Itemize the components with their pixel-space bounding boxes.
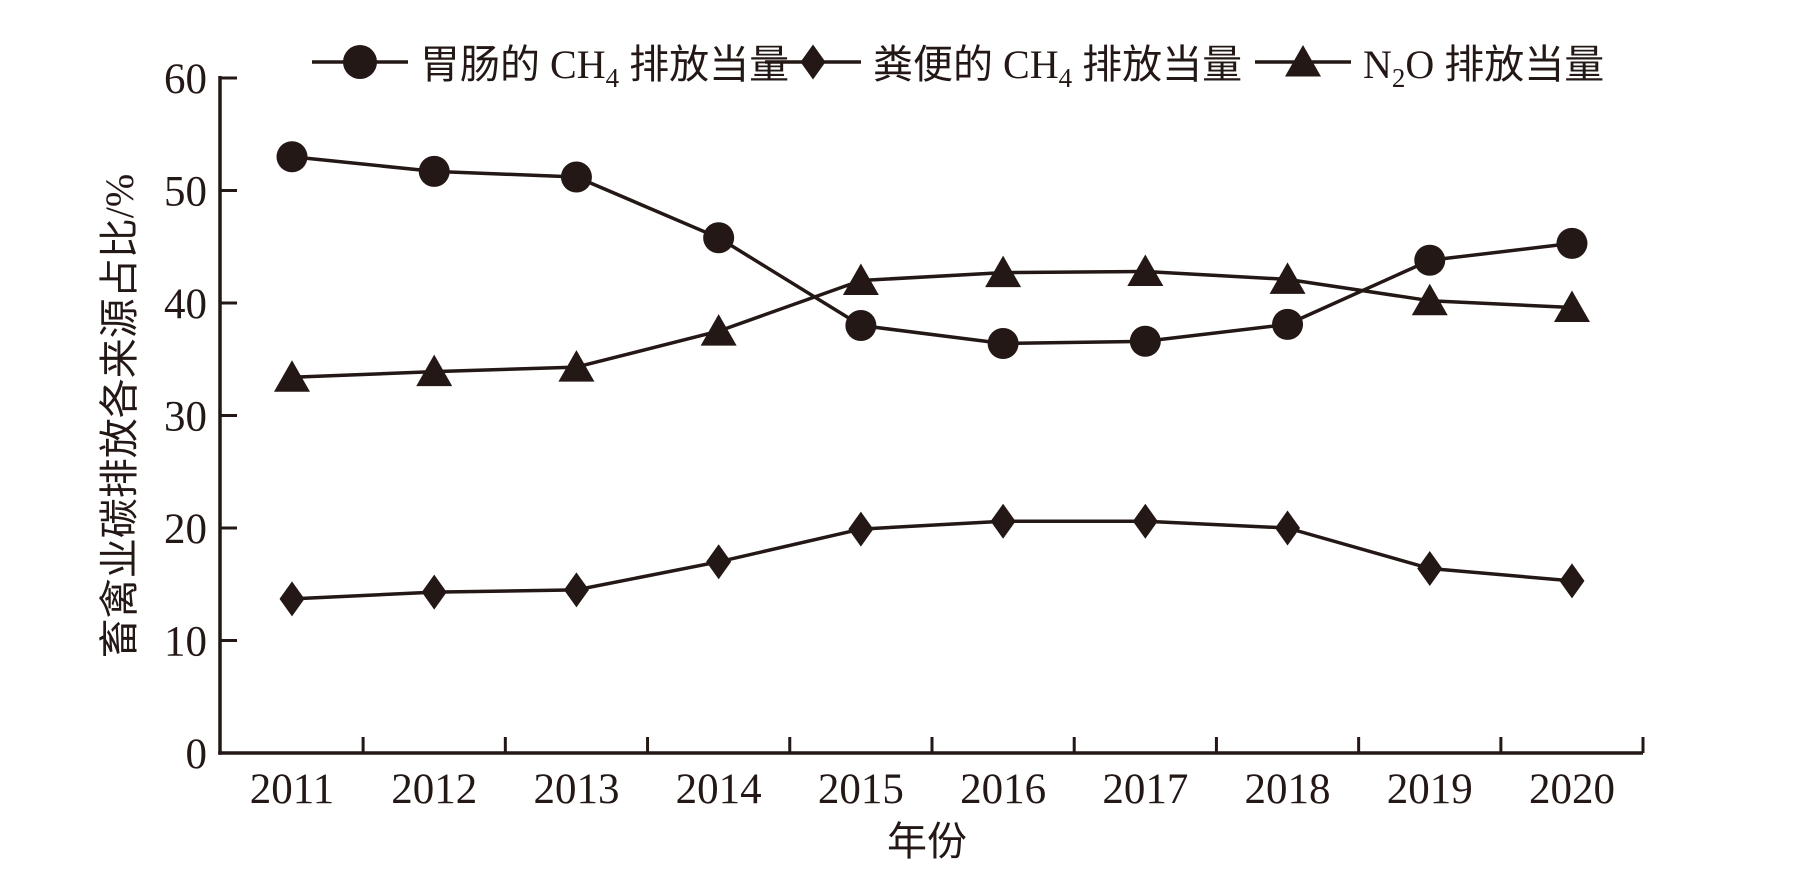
triangle-marker-icon: [1285, 45, 1321, 77]
label-run: 排: [1082, 42, 1122, 87]
label-run: [1434, 42, 1444, 87]
label-run: 放: [1122, 42, 1162, 87]
diamond-marker-icon: [1132, 503, 1158, 539]
triangle-marker-icon: [700, 314, 737, 346]
series-circle: [276, 141, 1588, 359]
legend-item: 粪便的 CH4 排放当量: [765, 42, 1242, 93]
circle-marker-icon: [703, 222, 735, 254]
legend-label: 胃肠的 CH4 排放当量: [420, 42, 789, 93]
triangle-marker-icon: [1269, 262, 1306, 294]
x-year-label: 2014: [676, 766, 762, 813]
y-tick-label: 10: [164, 619, 207, 666]
label-run: 量: [1202, 42, 1242, 87]
label-run: 排: [629, 42, 669, 87]
label-run: H: [577, 42, 606, 87]
x-year-label: 2018: [1245, 766, 1331, 813]
triangle-marker-icon: [842, 263, 879, 295]
label-run: 4: [1059, 63, 1073, 93]
circle-marker-icon: [1129, 325, 1161, 357]
series-diamond: [279, 503, 1585, 617]
label-run: 2: [1392, 63, 1406, 93]
label-run: 胃: [420, 42, 460, 87]
label-run: 放: [1484, 42, 1524, 87]
triangle-marker-icon: [985, 255, 1022, 288]
legend-label: 粪便的 CH4 排放当量: [873, 42, 1242, 93]
label-run: 量: [749, 42, 789, 87]
series-triangle: [274, 254, 1590, 392]
y-tick-label: 50: [164, 169, 207, 216]
x-year-label: 2020: [1529, 766, 1615, 813]
diamond-marker-icon: [1559, 563, 1585, 599]
label-run: 当: [709, 42, 749, 87]
y-tick-label: 60: [164, 56, 207, 103]
legend-label: N2O 排放当量: [1363, 42, 1604, 93]
label-run: 放: [669, 42, 709, 87]
diamond-marker-icon: [1275, 510, 1301, 546]
x-year-label: 2016: [960, 766, 1046, 813]
diamond-marker-icon: [421, 574, 447, 610]
circle-marker-icon: [560, 161, 592, 193]
y-tick-label: 40: [164, 281, 207, 328]
label-run: 的: [500, 42, 540, 87]
label-run: 便: [913, 42, 953, 87]
label-run: C: [1003, 42, 1030, 87]
circle-marker-icon: [276, 141, 308, 173]
x-year-label: 2013: [533, 766, 619, 813]
label-run: 4: [606, 63, 620, 93]
triangle-marker-icon: [558, 350, 595, 382]
label-run: [993, 42, 1003, 87]
legend-item: N2O 排放当量: [1255, 42, 1604, 93]
label-run: 肠: [460, 42, 500, 87]
y-tick-label: 0: [186, 731, 208, 778]
label-run: [540, 42, 550, 87]
triangle-marker-icon: [1553, 290, 1590, 322]
diamond-marker-icon: [1417, 551, 1443, 586]
diamond-marker-icon: [563, 572, 589, 608]
y-tick-label: 20: [164, 506, 207, 553]
triangle-marker-icon: [1127, 254, 1164, 286]
diamond-marker-icon: [800, 44, 826, 80]
diamond-marker-icon: [848, 511, 874, 547]
diamond-marker-icon: [279, 581, 305, 617]
circle-marker-icon: [1414, 244, 1446, 276]
label-run: 排: [1444, 42, 1484, 87]
circle-marker-icon: [987, 328, 1019, 359]
series-line: [291, 519, 1573, 601]
x-axis-title: 年份: [887, 819, 967, 864]
triangle-marker-icon: [1411, 283, 1448, 316]
label-run: C: [550, 42, 577, 87]
diamond-marker-icon: [990, 503, 1016, 539]
legend-item: 胃肠的 CH4 排放当量: [312, 42, 789, 93]
circle-marker-icon: [845, 310, 877, 341]
label-run: O: [1405, 42, 1434, 87]
series-line: [291, 155, 1573, 346]
label-run: N: [1363, 42, 1392, 87]
x-year-label: 2011: [250, 766, 334, 813]
label-run: 当: [1162, 42, 1202, 87]
label-run: [1072, 42, 1082, 87]
diamond-marker-icon: [706, 544, 732, 580]
label-run: 粪: [873, 42, 913, 87]
label-run: 量: [1564, 42, 1604, 87]
circle-marker-icon: [1556, 227, 1588, 259]
x-year-label: 2017: [1102, 766, 1188, 813]
y-tick-label: 30: [164, 394, 207, 441]
label-run: 当: [1524, 42, 1564, 87]
x-year-label: 2015: [818, 766, 904, 813]
y-axis-title: 畜禽业碳排放各来源占比/%: [97, 174, 142, 658]
label-run: [619, 42, 629, 87]
label-run: 的: [953, 42, 993, 87]
series-line: [291, 269, 1573, 380]
circle-marker-icon: [1272, 308, 1304, 340]
triangle-marker-icon: [274, 360, 310, 392]
triangle-marker-icon: [416, 354, 453, 387]
x-year-label: 2012: [391, 766, 477, 813]
x-year-label: 2019: [1387, 766, 1473, 813]
label-run: H: [1030, 42, 1059, 87]
circle-marker-icon: [418, 155, 450, 187]
circle-marker-icon: [343, 45, 377, 79]
